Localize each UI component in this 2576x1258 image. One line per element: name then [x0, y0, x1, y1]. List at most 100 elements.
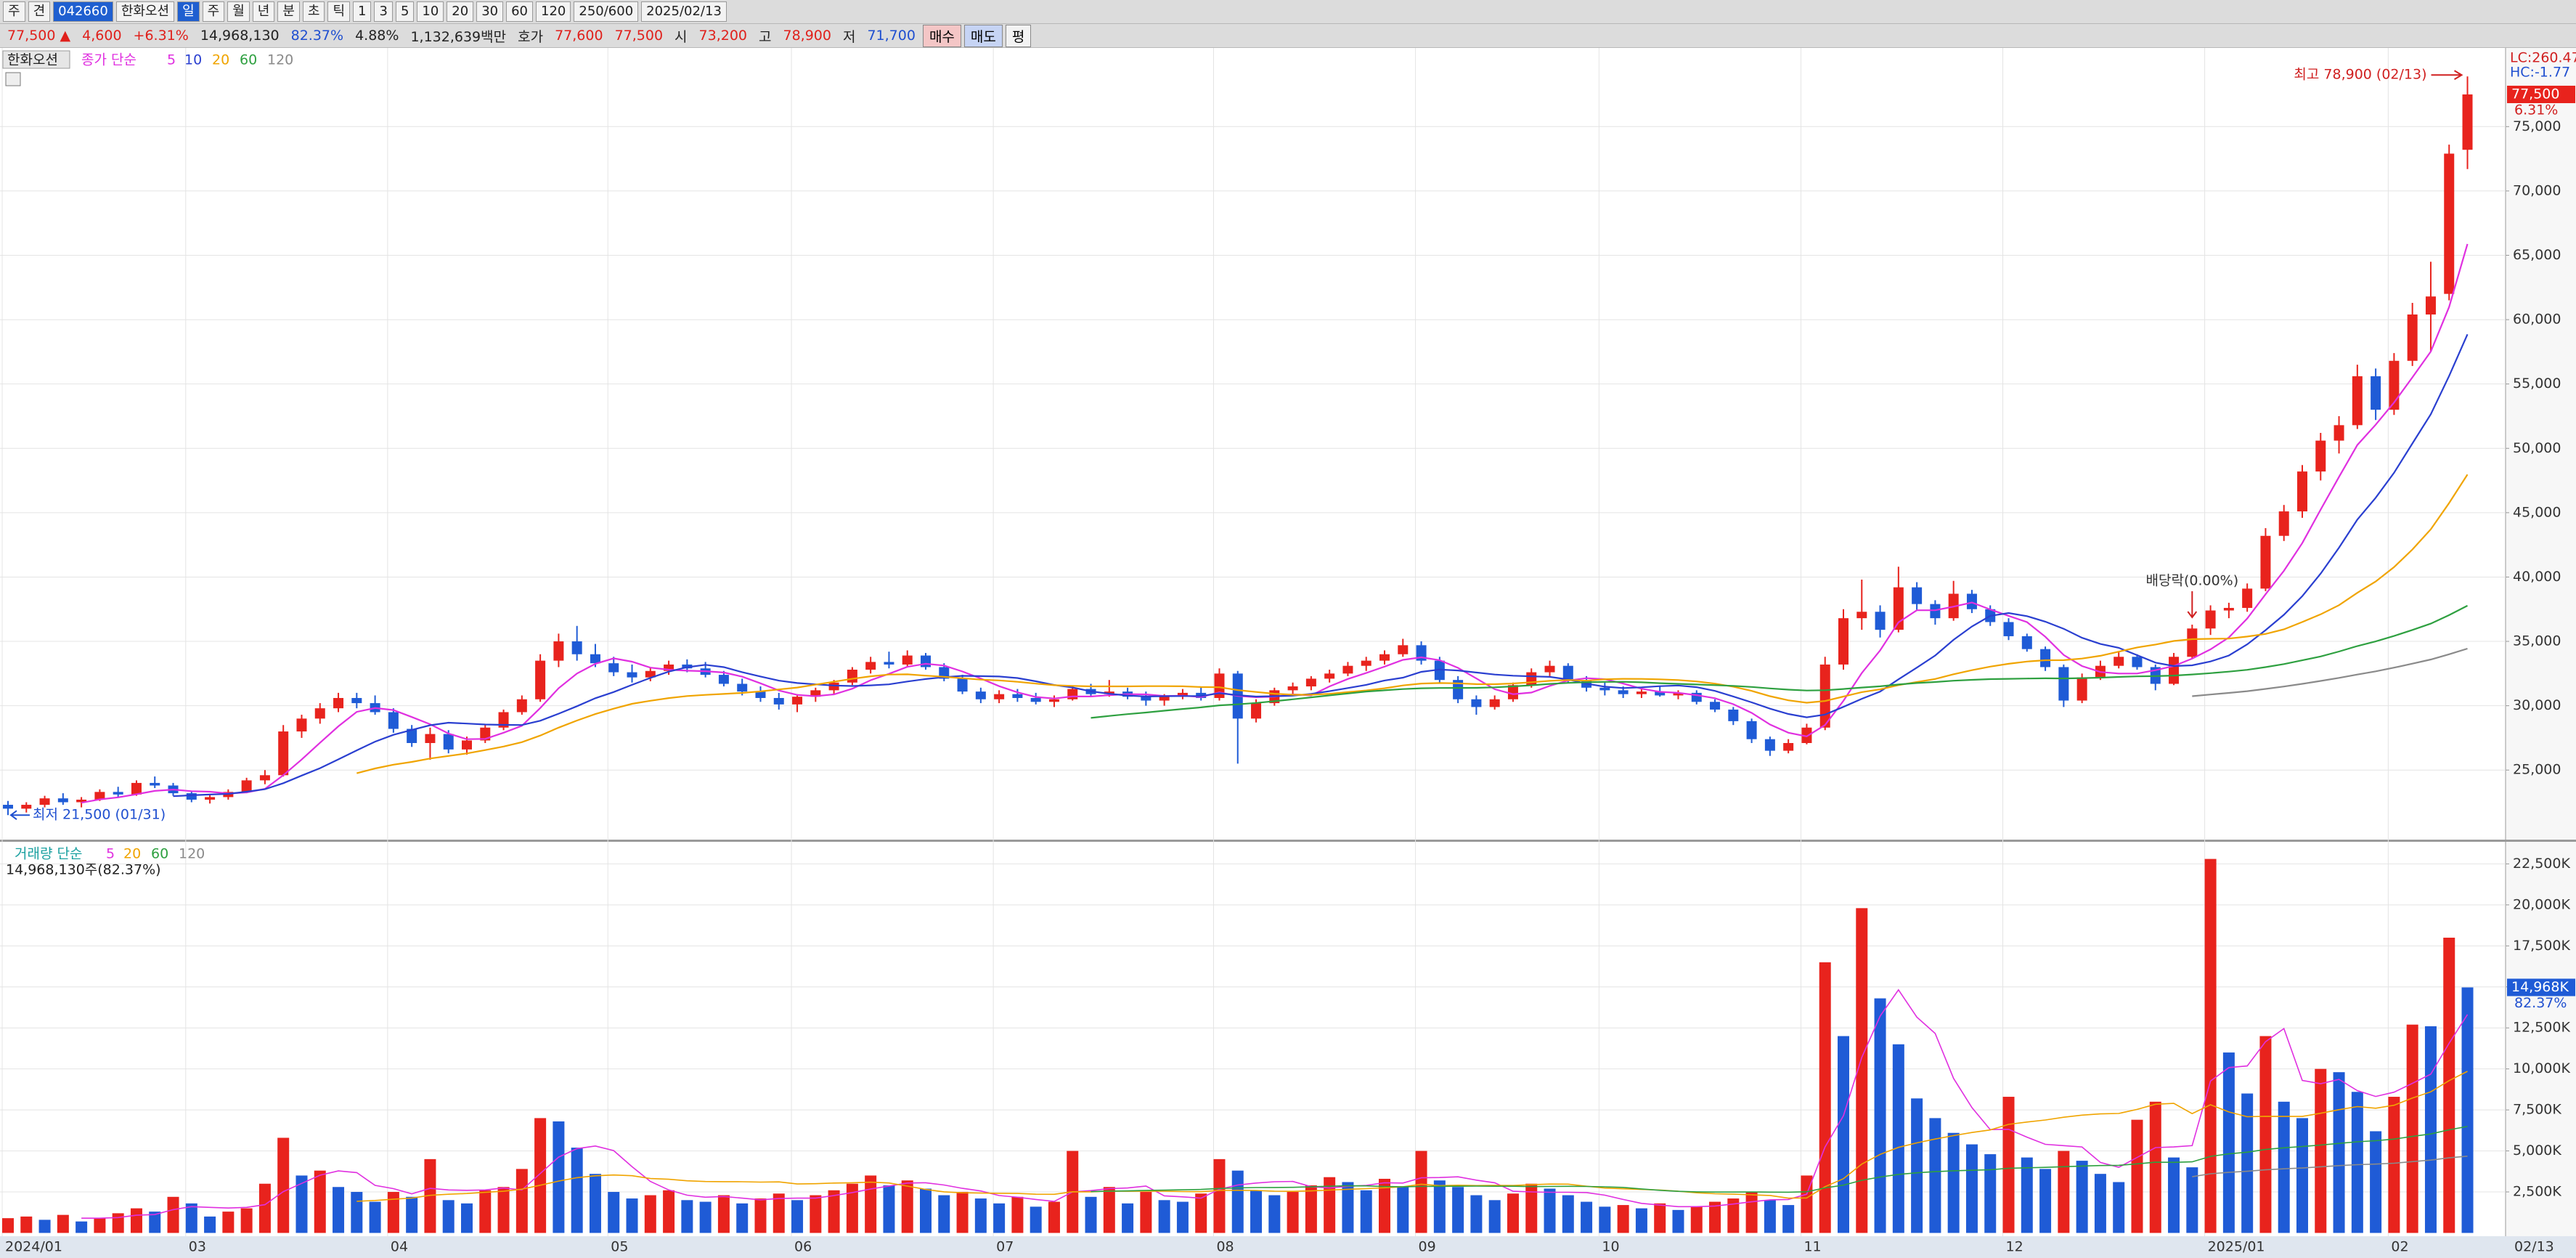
y-tick-label: 45,000 [2513, 504, 2561, 520]
price-tag [2507, 86, 2575, 104]
volume-bar [1048, 1201, 1060, 1233]
candle-body [57, 798, 68, 803]
volume-bar [1690, 1206, 1703, 1233]
x-tick-label: 05 [611, 1239, 628, 1255]
candle-body [1141, 697, 1152, 701]
candle-body [1912, 587, 1923, 604]
order-button[interactable]: 매수 [922, 24, 961, 47]
volume-bar [406, 1196, 418, 1233]
candle-body [2297, 471, 2307, 512]
y-tick-label: 2,500K [2513, 1184, 2561, 1200]
y-tick-label: 70,000 [2513, 182, 2561, 198]
volume-bar [1213, 1158, 1226, 1233]
candle-body [1067, 689, 1078, 699]
toolbar-button[interactable]: 042660 [53, 1, 113, 22]
x-tick-label: 07 [996, 1239, 1014, 1255]
toolbar-button[interactable]: 견 [28, 1, 51, 22]
legend-period: 120 [267, 52, 293, 68]
volume-bar [1782, 1205, 1795, 1233]
x-tick-label: 04 [391, 1239, 408, 1255]
y-tick-label: 5,000K [2513, 1143, 2561, 1158]
volume-bar [1838, 1036, 1849, 1233]
toolbar-button[interactable]: 120 [536, 1, 571, 22]
candle-body [1728, 709, 1739, 721]
price-tag-label: 77,500 [2511, 86, 2559, 102]
candle-body [1801, 727, 1812, 744]
toolbar-button[interactable]: 250/600 [574, 1, 639, 22]
volume-bar [1140, 1192, 1152, 1233]
candle-body [884, 662, 894, 665]
quote-field: 77,600 [555, 28, 603, 44]
candle-body [2076, 677, 2087, 701]
volume-bar [442, 1200, 455, 1233]
legend-period: 60 [240, 52, 257, 68]
candle-body [2132, 657, 2143, 667]
quote-field: 시 [674, 28, 688, 45]
toolbar-button[interactable]: 주 [202, 1, 225, 22]
x-tick-label: 09 [1419, 1239, 1436, 1255]
candle-body [1673, 692, 1684, 696]
toolbar-button[interactable]: 10 [417, 1, 444, 22]
volume-bar [1654, 1203, 1666, 1233]
volume-bar [1984, 1154, 1997, 1233]
toolbar-button[interactable]: 분 [277, 1, 300, 22]
volume-bar [2002, 1097, 2015, 1233]
volume-bar [76, 1221, 88, 1233]
toolbar-button[interactable]: 년 [252, 1, 275, 22]
legend-box [2, 50, 70, 69]
toolbar-button[interactable]: 1 [353, 1, 372, 22]
toolbar-button[interactable]: 20 [447, 1, 474, 22]
toolbar-button[interactable]: 월 [227, 1, 250, 22]
volume-bar [1231, 1170, 1244, 1233]
moving-average [356, 474, 2469, 774]
quote-field: 호가 [518, 28, 544, 45]
arrow [2187, 591, 2198, 619]
toolbar-button[interactable]: 60 [506, 1, 534, 22]
candle-body [2407, 314, 2418, 361]
quote-field: 14,968,130 [200, 28, 280, 44]
candle-body [1030, 697, 1041, 702]
candle-body [296, 718, 307, 732]
candle-body [186, 793, 197, 800]
toolbar-button[interactable]: 초 [302, 1, 325, 22]
volume-bar [1947, 1132, 1960, 1233]
toolbar-button[interactable]: 3 [374, 1, 393, 22]
toolbar-button[interactable]: 일 [177, 1, 200, 22]
candle-body [1453, 680, 1464, 699]
candle-body [2021, 636, 2032, 649]
y-tick-label: 40,000 [2513, 569, 2561, 585]
x-tick-label: 10 [1602, 1239, 1619, 1255]
toolbar-button[interactable]: 주 [3, 1, 25, 22]
quote-field: 82.37% [290, 28, 344, 44]
candle-body [1893, 587, 1904, 630]
candle-body [1710, 702, 1721, 710]
y-tick-label: 65,000 [2513, 247, 2561, 263]
toolbar-button[interactable]: 틱 [327, 1, 351, 22]
candle-body [150, 782, 160, 786]
candle-body [1305, 678, 1316, 687]
candle-body [1398, 645, 1409, 654]
volume-bar [222, 1212, 235, 1233]
order-button[interactable]: 매도 [963, 24, 1003, 47]
volume-bar [1562, 1195, 1574, 1233]
volume-bar [865, 1175, 877, 1233]
candle-body [1342, 665, 1353, 674]
toolbar-button[interactable]: 5 [395, 1, 415, 22]
toolbar-button[interactable]: 2025/02/13 [641, 1, 727, 22]
candle-body [1599, 687, 1610, 691]
volume-bar [626, 1198, 638, 1233]
volume-bar [2168, 1157, 2180, 1233]
toolbar-button[interactable]: 한화오션 [115, 1, 175, 22]
candle-body [773, 697, 784, 705]
candle-body [113, 792, 123, 795]
volume-bar [589, 1174, 601, 1233]
candle-body [2187, 628, 2198, 657]
volume-bar [1360, 1190, 1372, 1233]
candle-body [535, 660, 546, 699]
dividend-note: 배당락(0.00%) [2146, 572, 2239, 588]
legend-period: 120 [179, 846, 205, 862]
candle-body [975, 691, 986, 699]
order-button[interactable]: 평 [1005, 24, 1032, 47]
toolbar-button[interactable]: 30 [476, 1, 504, 22]
volume-bar [571, 1148, 583, 1233]
